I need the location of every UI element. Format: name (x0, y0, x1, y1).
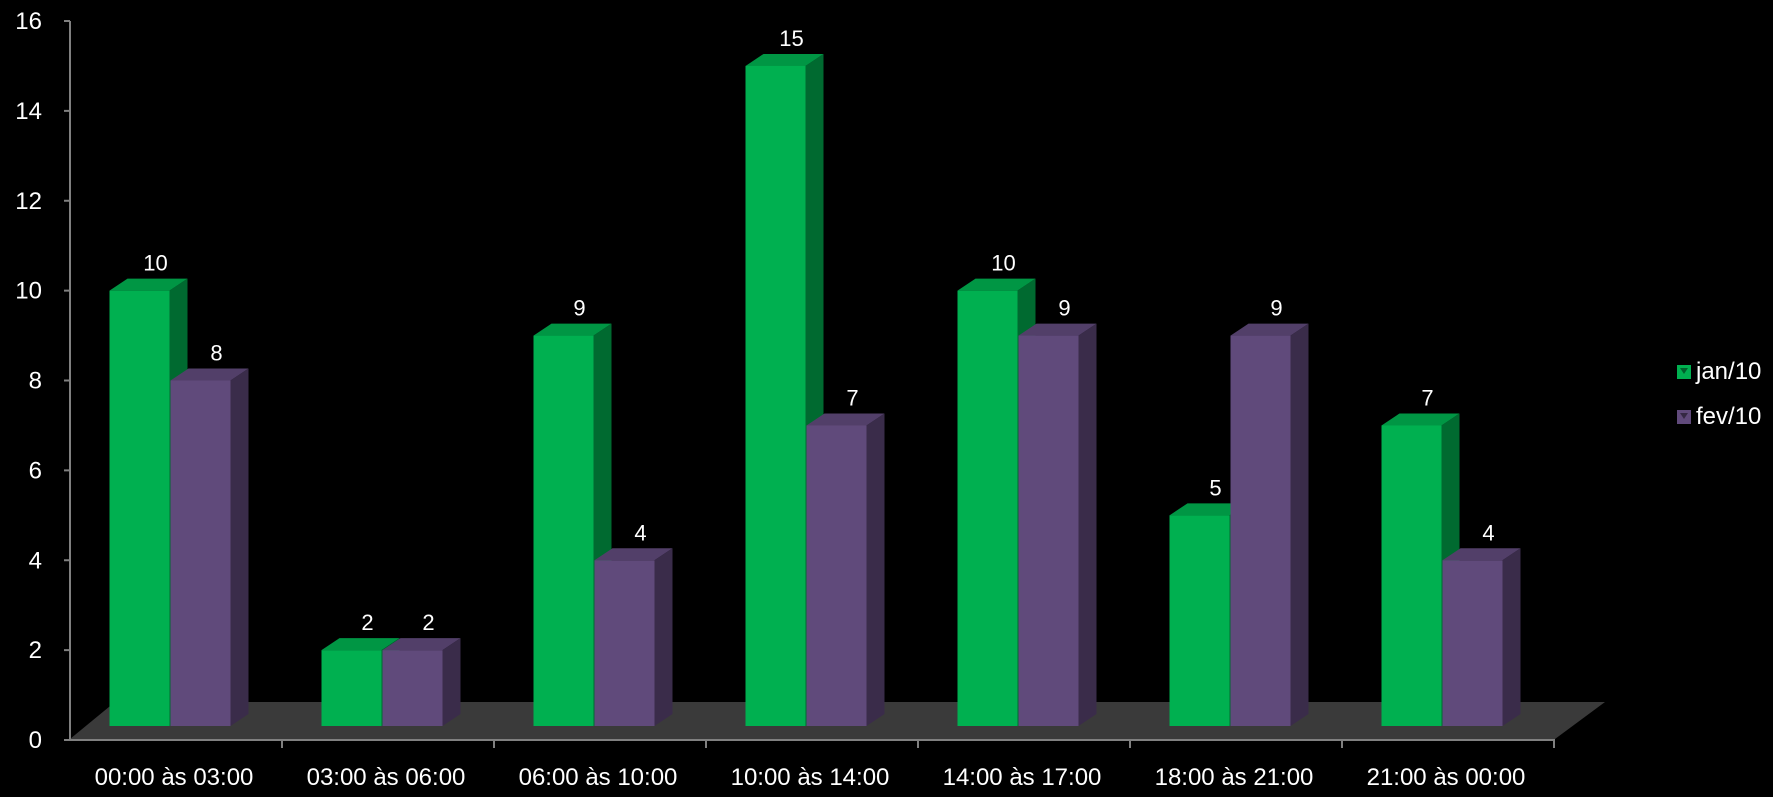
legend: jan/10 fev/10 (1677, 349, 1761, 439)
data-label: 5 (1209, 475, 1221, 500)
data-label: 15 (779, 26, 803, 51)
bar-side (1502, 548, 1521, 726)
bar-top (745, 53, 824, 66)
bar-top (321, 638, 400, 651)
bar-top (1018, 323, 1097, 336)
bar (1442, 560, 1503, 726)
legend-item-jan: jan/10 (1677, 349, 1761, 394)
data-label: 2 (422, 610, 434, 635)
data-label: 9 (1058, 296, 1070, 321)
bar-top (957, 278, 1036, 291)
bar (109, 290, 170, 726)
bar-top (1381, 413, 1460, 426)
bar (170, 380, 231, 726)
data-label: 8 (210, 341, 222, 366)
bar-side (230, 368, 249, 726)
y-tick-label: 0 (29, 727, 42, 754)
y-tick-label: 10 (15, 278, 42, 305)
bar-top (170, 368, 249, 381)
y-tick-label: 6 (29, 457, 42, 484)
data-label: 10 (143, 251, 167, 276)
x-tick-label: 00:00 às 03:00 (95, 764, 254, 791)
legend-label-jan: jan/10 (1696, 357, 1762, 385)
data-label: 9 (573, 296, 585, 321)
bar (1018, 335, 1079, 726)
bar (806, 425, 867, 726)
bar (533, 335, 594, 726)
bar-side (866, 413, 885, 726)
x-tick-label: 21:00 às 00:00 (1367, 764, 1526, 791)
bar-top (382, 638, 461, 651)
bar-top (533, 323, 612, 336)
data-label: 9 (1270, 296, 1282, 321)
y-tick-label: 12 (15, 188, 42, 215)
y-tick-label: 16 (15, 8, 42, 35)
legend-item-fev: fev/10 (1677, 394, 1761, 439)
bar-top (1230, 323, 1309, 336)
data-label: 10 (991, 251, 1015, 276)
bar-side (1078, 323, 1097, 726)
bar-top (594, 548, 673, 561)
bar-side (442, 638, 461, 726)
bar-top (806, 413, 885, 426)
data-label: 7 (1421, 385, 1433, 410)
bar-side (654, 548, 673, 726)
y-tick-label: 14 (15, 98, 42, 125)
bar (382, 650, 443, 726)
bar (594, 560, 655, 726)
x-tick-label: 03:00 às 06:00 (307, 764, 466, 791)
y-tick-label: 4 (29, 547, 42, 574)
y-tick-label: 2 (29, 637, 42, 664)
legend-swatch-fev (1677, 409, 1691, 424)
bar (957, 290, 1018, 726)
x-tick-label: 06:00 às 10:00 (519, 764, 678, 791)
bar-top (1442, 548, 1521, 561)
bar (321, 650, 382, 726)
data-label: 2 (361, 610, 373, 635)
legend-label-fev: fev/10 (1696, 402, 1762, 430)
data-label: 4 (634, 520, 646, 545)
bar (745, 65, 806, 726)
bar-side (1290, 323, 1309, 726)
legend-swatch-jan (1677, 364, 1691, 379)
data-label: 7 (846, 385, 858, 410)
bar (1169, 515, 1230, 726)
bar-top (109, 278, 188, 291)
x-tick-label: 10:00 às 14:00 (731, 764, 890, 791)
data-label: 4 (1482, 520, 1494, 545)
x-tick-label: 18:00 às 21:00 (1155, 764, 1314, 791)
bar (1381, 425, 1442, 726)
bar (1230, 335, 1291, 726)
y-tick-label: 8 (29, 368, 42, 395)
x-tick-label: 14:00 às 17:00 (943, 764, 1102, 791)
bar-top (1169, 503, 1248, 516)
